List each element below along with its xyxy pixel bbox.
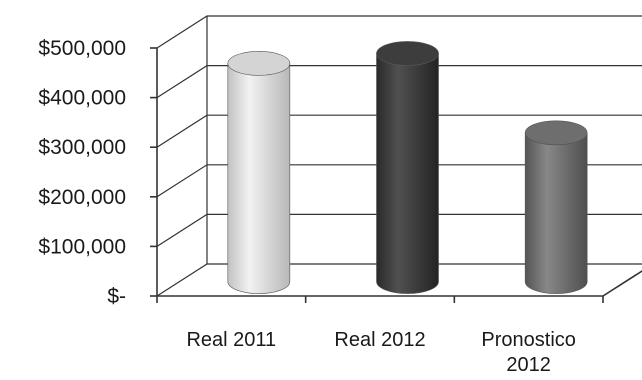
bar-body bbox=[376, 53, 439, 294]
axes bbox=[150, 16, 642, 303]
y-tick-label: $200,000 bbox=[38, 186, 126, 209]
y-tick-label: $300,000 bbox=[38, 136, 126, 159]
category-label: Pronostico 2012 bbox=[481, 329, 576, 376]
bar bbox=[524, 120, 588, 294]
bar-body bbox=[227, 63, 291, 294]
bar bbox=[227, 51, 291, 294]
bars bbox=[227, 41, 588, 294]
category-labels: Real 2011 Real 2012 Pronostico 2012 bbox=[186, 329, 575, 376]
y-tick-label: $- bbox=[107, 285, 126, 308]
y-tick-labels: $- $100,000 $200,000 $300,000 $400,000 $500,0… bbox=[38, 37, 126, 308]
bar-body bbox=[524, 132, 588, 294]
y-tick-label: $400,000 bbox=[38, 87, 126, 110]
bar-top bbox=[227, 51, 291, 76]
y-tick-label: $100,000 bbox=[38, 235, 126, 258]
category-label: Real 2012 bbox=[334, 329, 425, 351]
bar bbox=[376, 41, 439, 294]
category-label: Real 2011 bbox=[186, 329, 276, 351]
bar-top bbox=[524, 120, 588, 146]
bar-top bbox=[376, 41, 439, 66]
y-tick-label: $500,000 bbox=[38, 37, 126, 60]
